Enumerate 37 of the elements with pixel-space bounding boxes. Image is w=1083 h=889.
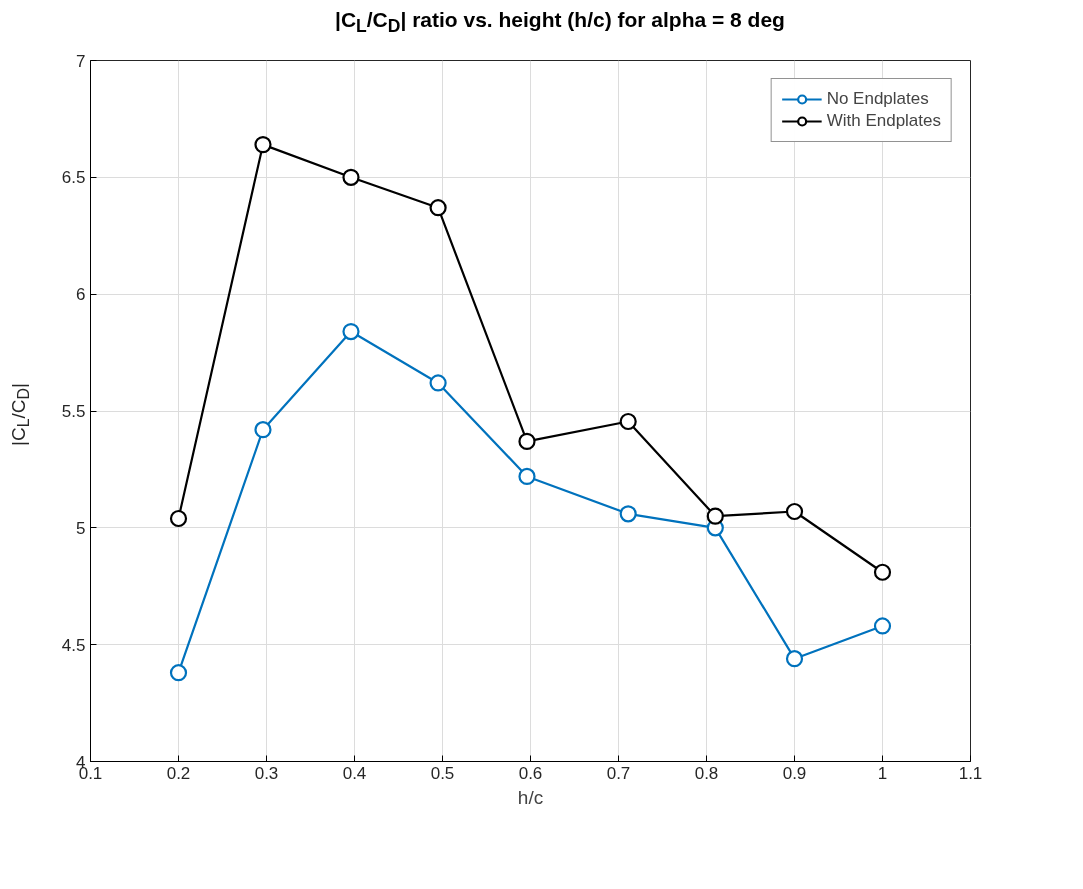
point bbox=[873, 563, 892, 581]
point bbox=[169, 509, 188, 528]
x-tick-label: 0.8 bbox=[694, 763, 719, 783]
point bbox=[785, 650, 804, 668]
y-tick-label: 6.5 bbox=[61, 168, 86, 188]
y-tick-label: 7 bbox=[76, 51, 86, 71]
point bbox=[518, 467, 536, 486]
point bbox=[785, 502, 804, 521]
point bbox=[342, 168, 360, 186]
point bbox=[429, 199, 447, 217]
x-tick-label: 0.7 bbox=[606, 763, 631, 783]
x-tick-label: 0.2 bbox=[166, 763, 191, 783]
y-tick-label: 4.5 bbox=[61, 635, 86, 655]
point bbox=[619, 412, 637, 431]
chart-title: |C$_{L}$/C$_{D}$| ratio vs. height (h/c) for alpha = 8 deg bbox=[335, 7, 785, 39]
point bbox=[254, 421, 272, 439]
point bbox=[342, 322, 360, 341]
x-tick-label: 0.4 bbox=[342, 763, 367, 783]
x-tick-label: 1 bbox=[877, 763, 888, 783]
point bbox=[169, 664, 188, 682]
legend-label: With Endplates bbox=[826, 111, 941, 131]
point bbox=[706, 507, 724, 525]
x-tick-label: 1.1 bbox=[958, 763, 983, 783]
y-tick-label: 5 bbox=[76, 518, 86, 538]
point bbox=[518, 432, 536, 450]
point bbox=[873, 617, 892, 635]
x-axis-title: h/c bbox=[517, 786, 544, 808]
y-tick-label: 5.5 bbox=[61, 402, 86, 421]
x-tick-label: 0.3 bbox=[254, 763, 279, 783]
point bbox=[619, 505, 637, 523]
x-tick-label: 0.6 bbox=[518, 763, 543, 783]
point bbox=[429, 374, 447, 392]
point bbox=[254, 136, 272, 154]
x-tick-label: 0.9 bbox=[782, 763, 807, 783]
legend-label: No Endplates bbox=[826, 89, 929, 109]
x-tick-label: 0.5 bbox=[430, 763, 455, 783]
y-tick-label: 6 bbox=[76, 285, 86, 305]
